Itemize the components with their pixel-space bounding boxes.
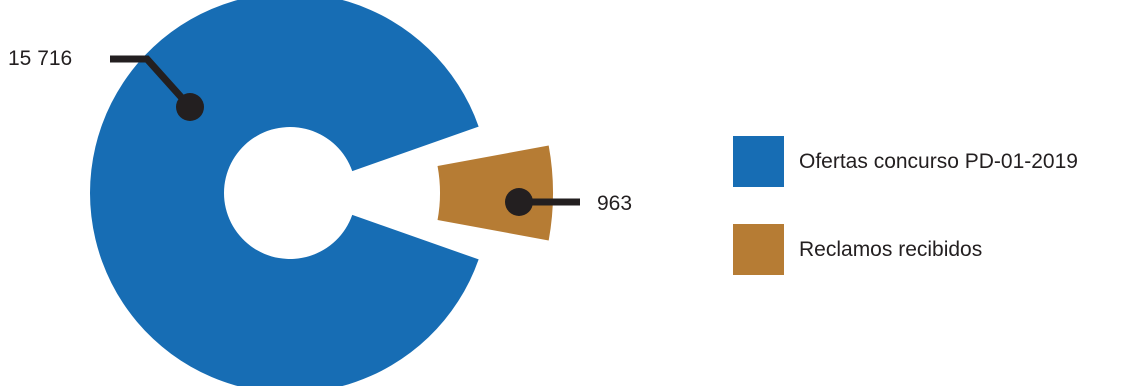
callout-marker-ofertas: [176, 93, 204, 121]
value-label-reclamos: 963: [597, 192, 632, 215]
legend-item-reclamos: Reclamos recibidos: [733, 224, 982, 275]
callout-line-ofertas: [110, 55, 193, 110]
legend-swatch-reclamos: [733, 224, 784, 275]
legend-label-reclamos: Reclamos recibidos: [799, 238, 983, 261]
slice-group: [89, 0, 553, 386]
legend-label-ofertas: Ofertas concurso PD-01-2019: [799, 150, 1078, 173]
slice-reclamos: [437, 145, 553, 241]
callout-marker-reclamos: [505, 188, 533, 216]
callout-group: [110, 55, 580, 216]
value-label-ofertas: 15 716: [8, 47, 72, 70]
value-label-group: 15 716 963: [8, 47, 632, 215]
legend-item-ofertas: Ofertas concurso PD-01-2019: [733, 136, 1078, 187]
legend-swatch-ofertas: [733, 136, 784, 187]
